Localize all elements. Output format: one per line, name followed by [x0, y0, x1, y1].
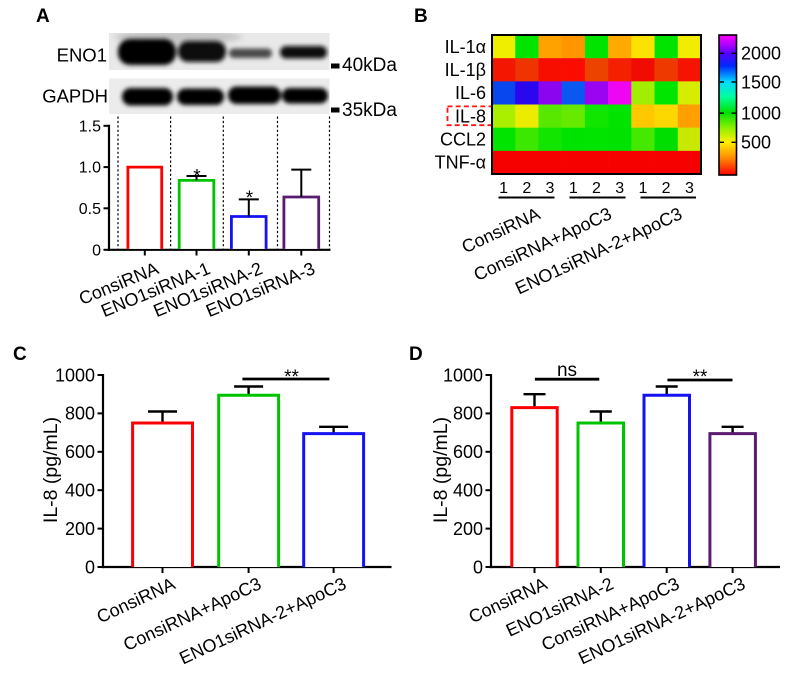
svg-text:**: ** [693, 367, 708, 388]
svg-text:*: * [246, 188, 254, 209]
svg-text:40kDa: 40kDa [342, 55, 397, 76]
svg-text:35kDa: 35kDa [342, 100, 397, 121]
svg-text:0.5: 0.5 [79, 201, 101, 218]
svg-text:200: 200 [65, 519, 95, 539]
svg-text:200: 200 [453, 519, 483, 539]
svg-text:2000: 2000 [741, 44, 781, 64]
svg-text:1.5: 1.5 [79, 118, 101, 135]
svg-text:ENO1: ENO1 [57, 45, 107, 66]
svg-text:**: ** [284, 367, 299, 388]
svg-text:3: 3 [685, 180, 694, 197]
svg-text:600: 600 [453, 442, 483, 462]
svg-text:1: 1 [569, 180, 578, 197]
svg-text:B: B [414, 6, 428, 27]
svg-text:600: 600 [65, 442, 95, 462]
svg-text:3: 3 [615, 180, 624, 197]
svg-text:1500: 1500 [741, 72, 781, 92]
svg-text:0: 0 [92, 242, 101, 259]
svg-text:400: 400 [65, 481, 95, 501]
svg-text:IL-8 (pg/mL): IL-8 (pg/mL) [40, 417, 62, 523]
svg-text:A: A [36, 6, 50, 27]
svg-text:1: 1 [638, 180, 647, 197]
svg-text:0: 0 [85, 557, 95, 577]
svg-text:1.0: 1.0 [79, 160, 101, 177]
svg-text:800: 800 [65, 404, 95, 424]
svg-text:1: 1 [499, 180, 508, 197]
svg-text:0: 0 [473, 557, 483, 577]
svg-text:800: 800 [453, 404, 483, 424]
svg-text:2: 2 [522, 180, 531, 197]
svg-text:500: 500 [741, 133, 771, 153]
svg-text:IL-8 (pg/mL): IL-8 (pg/mL) [430, 417, 452, 523]
svg-text:D: D [409, 344, 423, 365]
svg-text:3: 3 [546, 180, 555, 197]
svg-text:IL-1α: IL-1α [445, 37, 486, 57]
svg-text:IL-1β: IL-1β [445, 60, 486, 80]
svg-text:GAPDH: GAPDH [42, 86, 108, 107]
svg-text:ns: ns [557, 360, 577, 381]
svg-text:IL-6: IL-6 [455, 83, 486, 103]
svg-text:400: 400 [453, 481, 483, 501]
svg-text:IL-8: IL-8 [455, 106, 486, 126]
svg-text:*: * [193, 166, 201, 187]
svg-text:2: 2 [592, 180, 601, 197]
svg-text:2: 2 [662, 180, 671, 197]
svg-text:CCL2: CCL2 [440, 130, 486, 150]
svg-text:TNF-α: TNF-α [435, 153, 486, 173]
svg-text:1000: 1000 [443, 365, 483, 385]
svg-text:1000: 1000 [741, 103, 781, 123]
svg-text:C: C [13, 344, 27, 365]
svg-text:1000: 1000 [55, 365, 95, 385]
